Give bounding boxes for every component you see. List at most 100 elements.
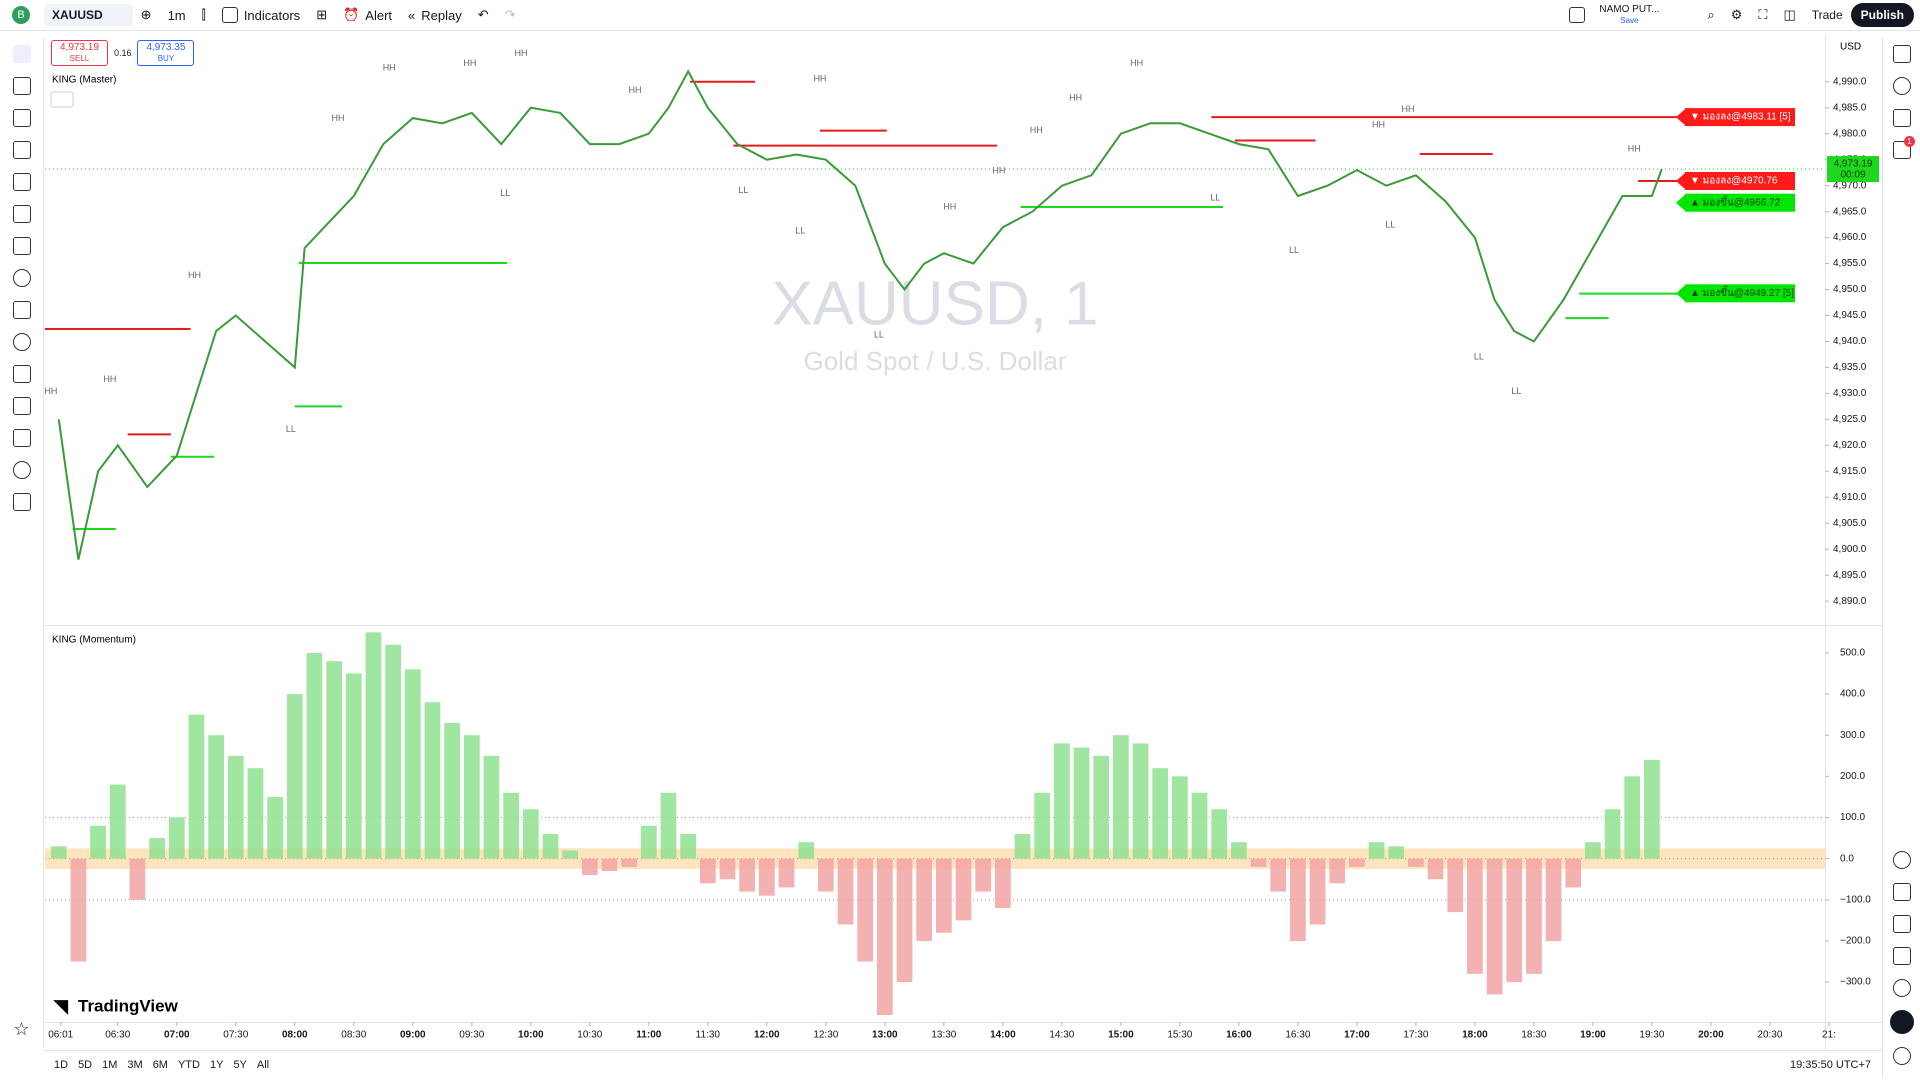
alerts[interactable]	[1893, 77, 1911, 95]
y-tick-label: 300.0	[1840, 730, 1865, 741]
last-price-label: 4,973.19	[1834, 159, 1873, 170]
timeframe[interactable]: YTD	[177, 1059, 200, 1071]
momentum-bar	[1506, 858, 1523, 983]
trade[interactable]: Trade	[1811, 8, 1843, 22]
favorites[interactable]: ☆	[13, 1019, 30, 1039]
magnet-tool[interactable]	[12, 365, 31, 383]
y-tick-label: 4,935.0	[1833, 362, 1867, 373]
momentum-bar	[1053, 743, 1070, 859]
last-price-tag	[1827, 156, 1879, 183]
x-tick-label: 20:30	[1757, 1030, 1782, 1041]
apps[interactable]	[1890, 1010, 1914, 1034]
swing-label: LL	[1289, 245, 1299, 255]
redo[interactable]: ↷	[504, 7, 516, 22]
x-tick-label: 10:00	[518, 1030, 544, 1041]
momentum-bar	[601, 858, 618, 871]
timeframe[interactable]: 5Y	[233, 1059, 247, 1071]
timeframe[interactable]: 1M	[102, 1059, 118, 1071]
delete-tool[interactable]	[12, 493, 31, 511]
swing-label: LL	[1511, 386, 1521, 396]
countdown: 00:09	[1840, 170, 1865, 181]
momentum-bar	[1329, 858, 1346, 884]
momentum-bar	[188, 714, 205, 859]
buy-button[interactable]: 4,973.35 BUY	[137, 40, 195, 66]
hide-tool[interactable]	[12, 461, 31, 479]
x-tick-label: 06:01	[48, 1030, 73, 1041]
swing-label: HH	[332, 113, 345, 123]
avatar[interactable]: B	[12, 6, 30, 24]
indicators[interactable]: Indicators	[221, 7, 300, 23]
publish[interactable]: Publish	[1850, 3, 1914, 27]
draw-mode[interactable]	[12, 397, 31, 415]
search[interactable]: ⌕	[1707, 7, 1715, 22]
settings[interactable]: ⚙	[1730, 7, 1743, 22]
x-tick-label: 20:00	[1698, 1030, 1724, 1041]
emoji-tool[interactable]	[12, 269, 31, 287]
chat[interactable]: 1	[1893, 134, 1915, 171]
add-symbol[interactable]: ⊕	[140, 7, 152, 22]
x-tick-label: 18:00	[1462, 1030, 1488, 1041]
cursor-tool[interactable]	[12, 45, 31, 63]
alert[interactable]: ⏰ Alert	[343, 7, 393, 23]
layers[interactable]	[1893, 109, 1911, 127]
y-tick-label: 4,990.0	[1833, 76, 1867, 87]
y-tick-label: 4,910.0	[1833, 492, 1867, 503]
clock[interactable]: 19:35:50 UTC+7	[1790, 1059, 1872, 1071]
target[interactable]	[1893, 851, 1911, 869]
x-tick-label: 07:00	[164, 1030, 190, 1041]
icon	[221, 7, 238, 23]
pattern-tool[interactable]	[12, 141, 31, 159]
lock-tool[interactable]	[12, 429, 31, 447]
save[interactable]: Save	[1620, 16, 1639, 25]
momentum-bar	[404, 669, 421, 859]
news[interactable]	[1893, 947, 1911, 965]
momentum-bar	[916, 858, 933, 941]
x-tick-label: 16:30	[1285, 1030, 1310, 1041]
templates[interactable]: ⊞	[316, 7, 328, 22]
watchlist[interactable]	[1893, 45, 1911, 63]
y-tick-label: 4,925.0	[1833, 414, 1867, 425]
currency[interactable]: USD	[1840, 42, 1861, 53]
momentum-bar	[562, 850, 579, 859]
y-tick-label: 4,895.0	[1833, 570, 1867, 581]
momentum-bar	[247, 768, 264, 859]
x-tick-label: 11:30	[696, 1030, 721, 1041]
layout-name[interactable]: NAMO PUT... Save	[1599, 4, 1659, 26]
timeframe[interactable]: All	[256, 1059, 270, 1071]
momentum-bar	[1250, 858, 1267, 867]
symbol-search[interactable]: XAUUSD	[44, 4, 133, 26]
timeframe[interactable]: 6M	[152, 1059, 168, 1071]
layout-toggle[interactable]	[1569, 7, 1586, 23]
interval[interactable]: 1m	[167, 7, 186, 23]
ideas[interactable]	[1893, 883, 1911, 901]
chart-type[interactable]: ⫿	[201, 7, 206, 22]
fullscreen[interactable]: ⛶	[1758, 7, 1768, 22]
help[interactable]	[1893, 1047, 1911, 1065]
collapse-button[interactable]	[50, 91, 74, 108]
swing-label: HH	[1069, 92, 1082, 102]
text-tool[interactable]	[12, 237, 31, 255]
momentum-bar	[857, 858, 874, 962]
replay[interactable]: «Replay	[408, 7, 462, 23]
calendar[interactable]	[1893, 915, 1911, 933]
sell-button[interactable]: 4,973.19 SELL	[51, 40, 108, 66]
screenshot[interactable]: ◫	[1783, 7, 1796, 22]
undo[interactable]: ↶	[477, 7, 489, 22]
measure-tool[interactable]	[12, 301, 31, 319]
swing-label: LL	[795, 226, 805, 236]
brush-tool[interactable]	[12, 205, 31, 223]
swing-label: LL	[500, 188, 510, 198]
fib-tool[interactable]	[12, 109, 31, 127]
trend-tool[interactable]	[12, 77, 31, 95]
prediction-tool[interactable]	[12, 173, 31, 191]
signal-label: ▲ มองขึ้น@4949.27 [5]	[1690, 285, 1794, 299]
timeframe[interactable]: 1Y	[209, 1059, 224, 1071]
momentum-bar	[1093, 755, 1110, 859]
zoom-tool[interactable]	[12, 333, 31, 351]
momentum-bar	[680, 833, 697, 859]
momentum-bar	[1486, 858, 1503, 995]
timeframe[interactable]: 3M	[127, 1059, 143, 1071]
notifications[interactable]	[1893, 979, 1911, 997]
timeframe[interactable]: 1D	[54, 1059, 69, 1071]
timeframe[interactable]: 5D	[78, 1059, 93, 1071]
